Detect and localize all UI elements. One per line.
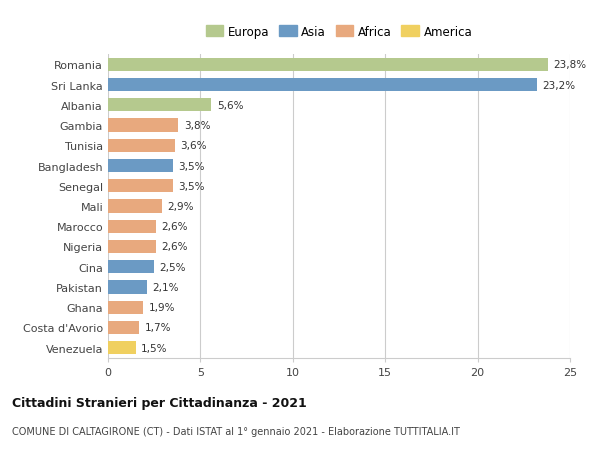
Text: 1,7%: 1,7% [145,323,172,333]
Bar [108,281,147,294]
Bar [108,160,173,173]
Bar [108,321,139,334]
Bar [108,59,548,72]
Bar [108,200,161,213]
Bar [108,140,175,152]
Bar [108,241,156,253]
Bar [108,180,173,193]
Bar [108,301,143,314]
Bar [108,220,156,233]
Bar [108,341,136,354]
Text: 2,6%: 2,6% [161,242,188,252]
Text: Cittadini Stranieri per Cittadinanza - 2021: Cittadini Stranieri per Cittadinanza - 2… [12,396,307,409]
Bar [108,79,537,92]
Text: 2,9%: 2,9% [167,202,194,212]
Text: 23,2%: 23,2% [542,80,575,90]
Text: 5,6%: 5,6% [217,101,244,111]
Text: 3,6%: 3,6% [180,141,206,151]
Bar [108,99,211,112]
Text: 3,8%: 3,8% [184,121,210,131]
Text: 1,9%: 1,9% [149,302,175,313]
Text: 3,5%: 3,5% [178,161,205,171]
Text: 2,6%: 2,6% [161,222,188,232]
Text: 2,5%: 2,5% [160,262,186,272]
Legend: Europa, Asia, Africa, America: Europa, Asia, Africa, America [201,21,477,43]
Text: COMUNE DI CALTAGIRONE (CT) - Dati ISTAT al 1° gennaio 2021 - Elaborazione TUTTIT: COMUNE DI CALTAGIRONE (CT) - Dati ISTAT … [12,426,460,436]
Bar [108,119,178,132]
Text: 3,5%: 3,5% [178,181,205,191]
Text: 2,1%: 2,1% [152,282,179,292]
Text: 1,5%: 1,5% [141,343,168,353]
Text: 23,8%: 23,8% [553,60,586,70]
Bar [108,261,154,274]
